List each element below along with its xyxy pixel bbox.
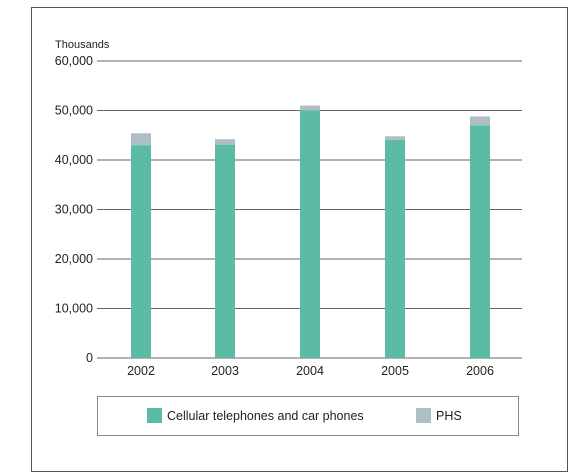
y-tick-label: 50,000 [55, 104, 93, 118]
y-tick-label: 0 [86, 351, 93, 365]
bar-cellular-2005 [385, 139, 405, 358]
bar-phs-2005 [385, 136, 405, 140]
x-tick-label: 2006 [466, 364, 494, 378]
bar-phs-2004 [300, 105, 320, 111]
legend-swatch-phs [416, 408, 431, 423]
y-tick-label: 30,000 [55, 203, 93, 217]
legend-label-phs: PHS [436, 408, 462, 423]
y-tick-label: 10,000 [55, 302, 93, 316]
legend-label-cellular: Cellular telephones and car phones [167, 408, 364, 423]
bar-phs-2006 [470, 116, 490, 126]
bar-phs-2003 [215, 139, 235, 145]
bar-cellular-2002 [131, 145, 151, 358]
legend: Cellular telephones and car phones PHS [97, 396, 519, 436]
y-axis-tick-labels: 0 10,000 20,000 30,000 40,000 50,000 60,000 [55, 54, 93, 365]
bar-phs-2002 [131, 133, 151, 146]
x-tick-label: 2004 [296, 364, 324, 378]
x-tick-label: 2005 [381, 364, 409, 378]
y-tick-label: 60,000 [55, 54, 93, 68]
y-tick-label: 40,000 [55, 153, 93, 167]
y-axis-label: Thousands [55, 39, 110, 51]
x-tick-label: 2003 [211, 364, 239, 378]
x-tick-label: 2002 [127, 364, 155, 378]
legend-swatch-cellular [147, 408, 162, 423]
bars [131, 105, 490, 358]
legend-item-cellular: Cellular telephones and car phones [147, 408, 364, 423]
legend-item-phs: PHS [416, 408, 462, 423]
bar-cellular-2003 [215, 144, 235, 358]
bar-cellular-2004 [300, 110, 320, 358]
bar-cellular-2006 [470, 125, 490, 358]
x-axis-tick-labels: 2002 2003 2004 2005 2006 [127, 364, 494, 378]
y-tick-label: 20,000 [55, 252, 93, 266]
